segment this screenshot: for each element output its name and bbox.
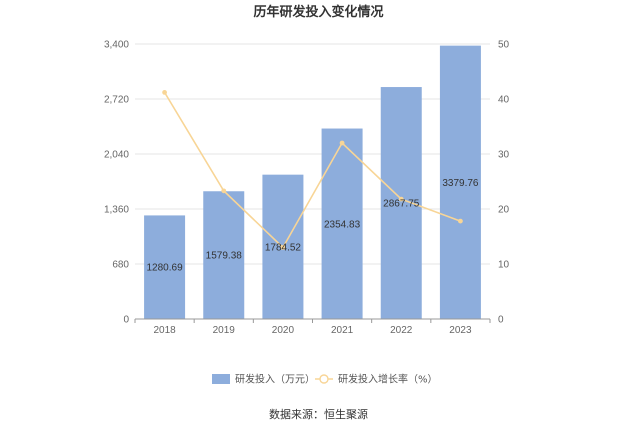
x-tick-label: 2021 bbox=[331, 325, 354, 336]
y-left-tick-label: 3,400 bbox=[104, 40, 129, 51]
bar-value-label: 2354.83 bbox=[324, 219, 361, 230]
growth-line bbox=[163, 91, 461, 249]
y-right-tick-label: 50 bbox=[498, 40, 510, 51]
legend: 研发投入（万元） 研发投入增长率（%） bbox=[212, 373, 438, 386]
growth-point bbox=[398, 196, 404, 202]
bar bbox=[439, 45, 481, 320]
y-left-tick-label: 1,360 bbox=[104, 205, 129, 216]
x-tick-label: 2022 bbox=[390, 325, 413, 336]
growth-point bbox=[162, 90, 167, 95]
bar-value-label: 1280.69 bbox=[147, 263, 184, 274]
bar-value-label: 2867.75 bbox=[383, 199, 420, 210]
line-series bbox=[162, 90, 463, 250]
bar bbox=[144, 215, 186, 319]
y-right-tick-label: 30 bbox=[498, 150, 510, 161]
growth-point bbox=[221, 188, 227, 194]
bar-value-label: 1579.38 bbox=[206, 251, 243, 262]
x-tick-label: 2020 bbox=[272, 325, 295, 336]
y-left-tick-label: 0 bbox=[123, 315, 129, 326]
legend-bar-label: 研发投入（万元） bbox=[235, 373, 315, 386]
legend-line-marker bbox=[319, 374, 329, 384]
bar bbox=[380, 87, 422, 320]
y-right-tick-label: 40 bbox=[498, 95, 510, 106]
x-tick-label: 2018 bbox=[153, 325, 176, 336]
bar bbox=[203, 191, 245, 319]
legend-bar-swatch bbox=[212, 374, 230, 384]
y-left-tick-label: 2,720 bbox=[104, 95, 129, 106]
y-axis-right: 0 10 20 30 40 50 bbox=[498, 40, 510, 326]
y-right-tick-label: 0 bbox=[498, 315, 504, 326]
data-labels: 1280.69 1579.38 1784.52 2354.83 2867.75 3379.… bbox=[147, 178, 479, 274]
bar-value-label: 1784.52 bbox=[265, 242, 302, 253]
growth-point bbox=[339, 140, 345, 146]
chart-title: 历年研发投入变化情况 bbox=[253, 4, 383, 20]
x-tick-label: 2019 bbox=[213, 325, 236, 336]
bar-series bbox=[144, 45, 481, 320]
y-left-tick-label: 2,040 bbox=[104, 150, 129, 161]
source-note: 数据来源：恒生聚源 bbox=[269, 407, 368, 421]
y-right-tick-label: 20 bbox=[498, 205, 510, 216]
legend-line-label: 研发投入增长率（%） bbox=[338, 373, 438, 386]
x-axis: 2018 2019 2020 2021 2022 2023 bbox=[134, 318, 491, 336]
y-left-tick-label: 680 bbox=[112, 260, 129, 271]
growth-point bbox=[280, 245, 286, 250]
x-tick-label: 2023 bbox=[449, 325, 472, 336]
bar bbox=[321, 128, 363, 319]
growth-point bbox=[458, 218, 463, 224]
y-axis-left: 0 680 1,360 2,040 2,720 3,400 bbox=[104, 40, 129, 326]
bar-value-label: 3379.76 bbox=[442, 178, 479, 189]
y-right-tick-label: 10 bbox=[498, 260, 510, 271]
grid-lines bbox=[135, 43, 490, 265]
